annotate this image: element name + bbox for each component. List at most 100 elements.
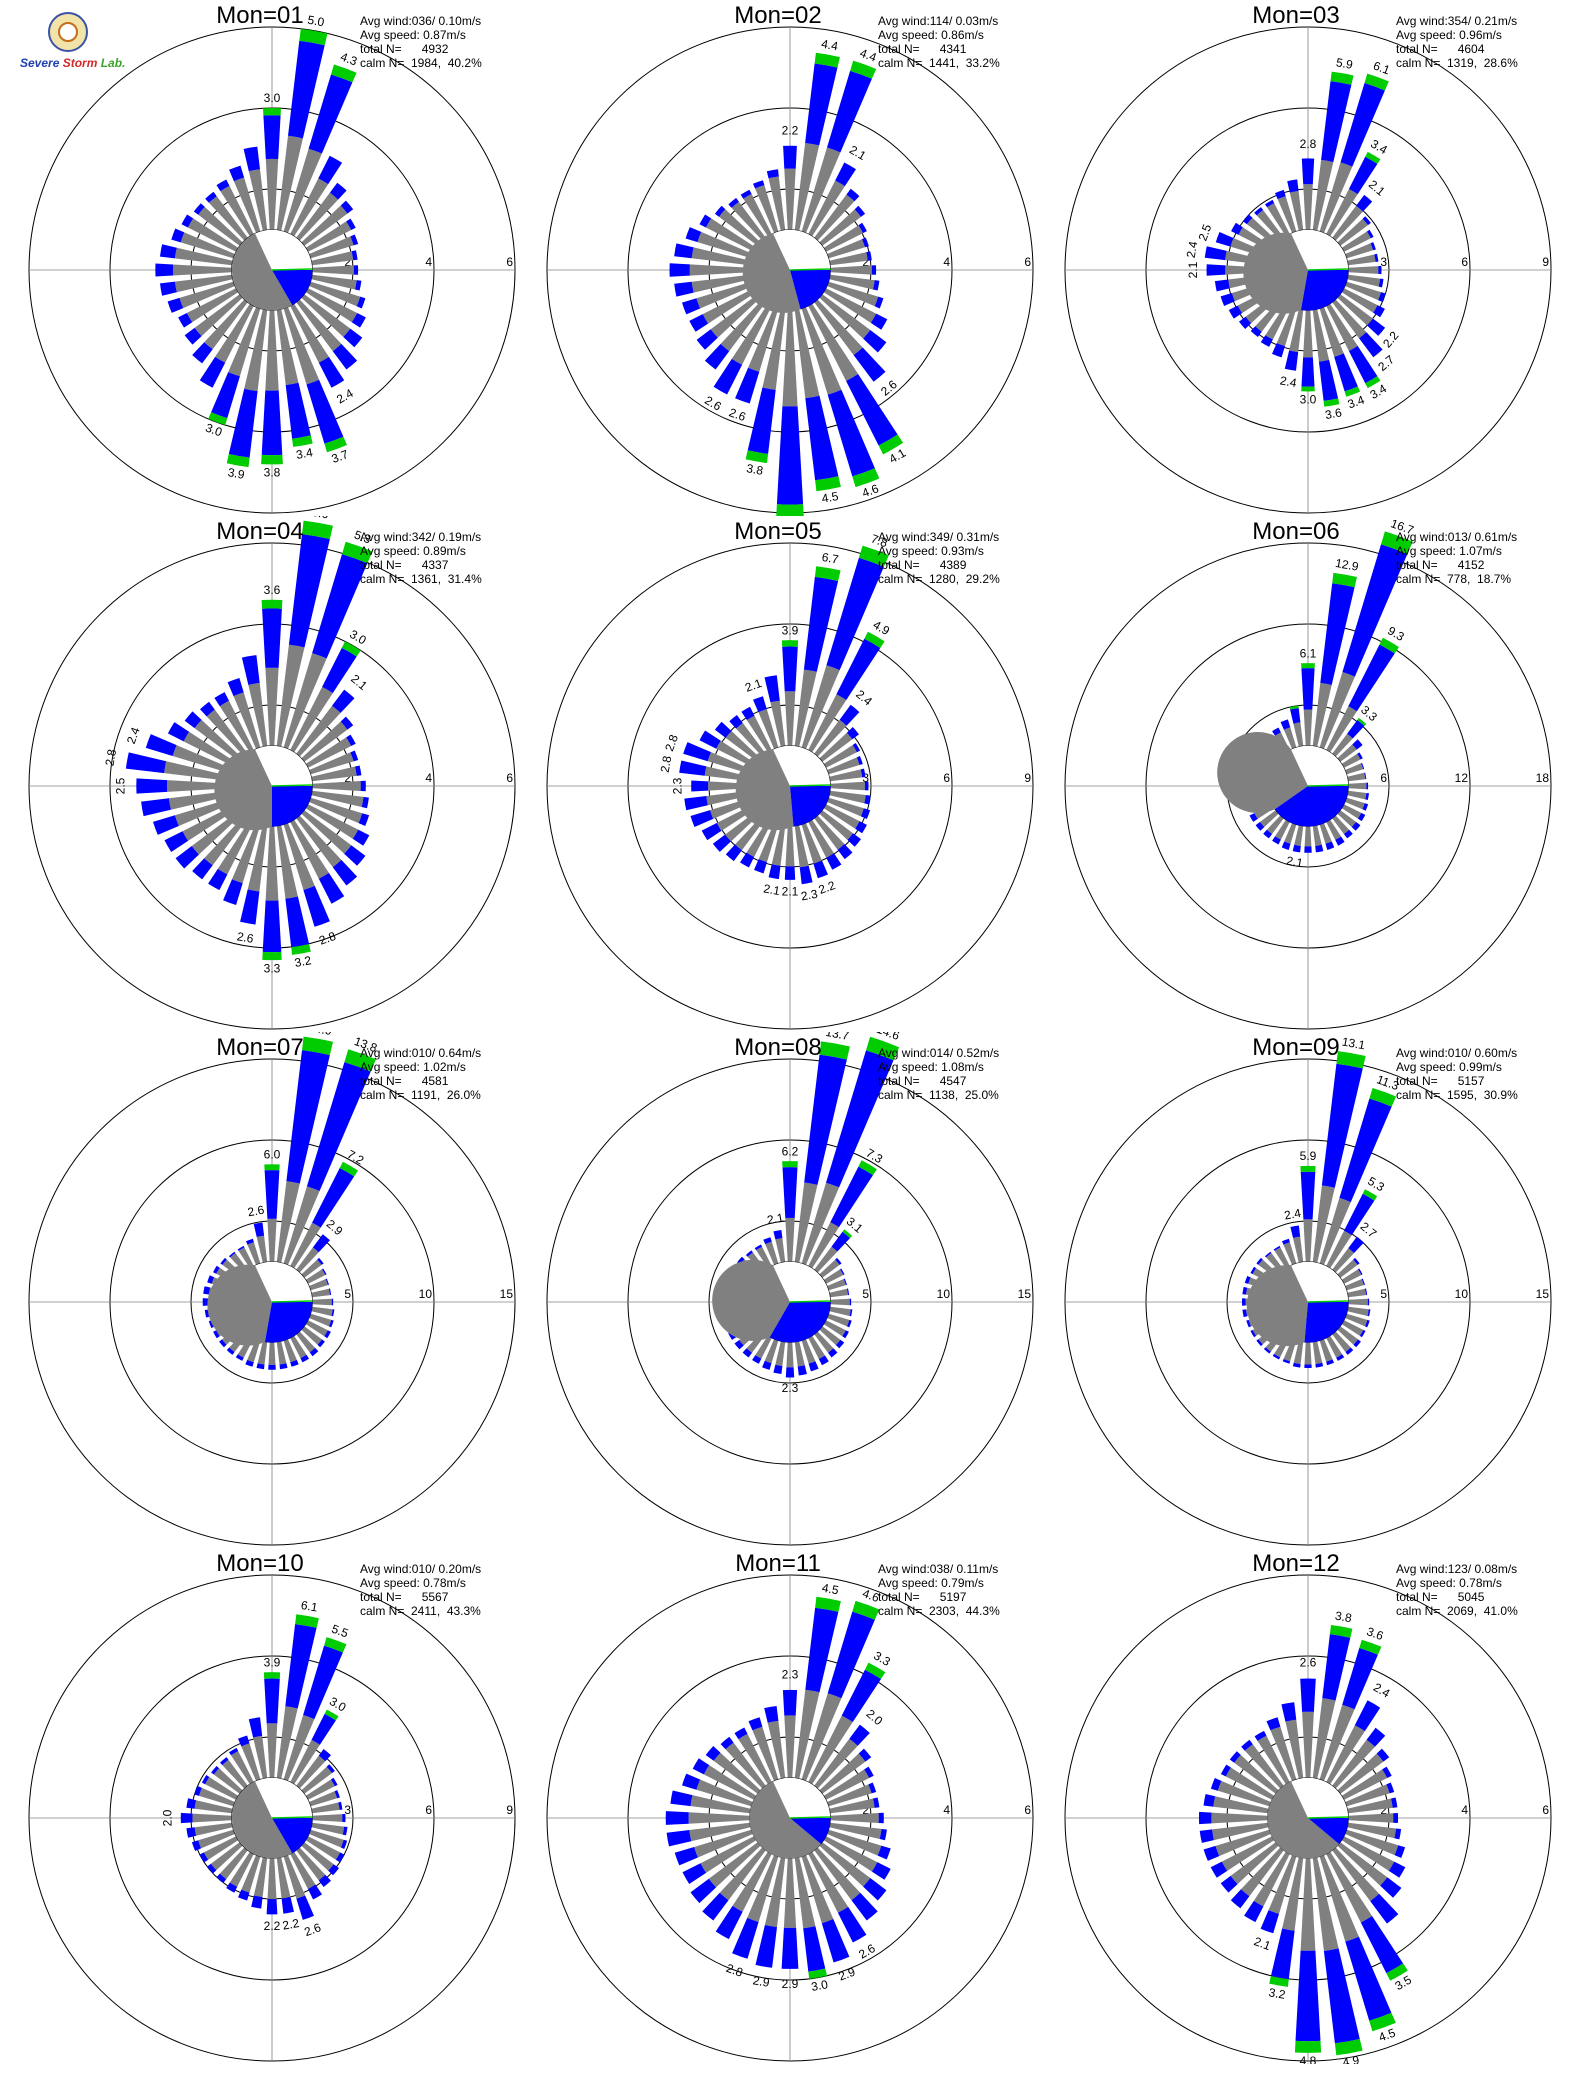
wind-bar-mid [288,534,330,648]
wind-bar-mid [1210,1778,1222,1791]
wind-bar-mid [1360,1916,1404,1974]
wind-bar-mid [256,1363,265,1370]
wind-bar-mid [1239,316,1252,329]
wind-bar-mid [1365,1319,1370,1328]
wind-bar-mid [1199,1829,1214,1843]
wind-bar-low [747,1855,779,1922]
wind-bar-mid [251,1895,263,1909]
wind-bar-mid [194,1786,202,1796]
wind-bar-high [815,1596,841,1612]
bar-value-label: 4.3 [339,50,360,69]
wind-bar-mid [1356,194,1373,212]
wind-bar-low [205,1777,239,1800]
wind-bar-mid [1348,345,1378,384]
wind-bar-low [823,225,863,252]
wind-bar-mid [199,356,226,388]
wind-bar-low [253,1857,268,1897]
wind-bar-mid [1366,782,1369,790]
panel-title: Mon=01 [216,2,304,29]
wind-bar-mid [340,716,354,730]
bar-value-label: 2.6 [1300,1655,1317,1669]
wind-bar-low [707,752,753,775]
wind-bar-low [1319,1704,1355,1781]
wind-bar-mid [860,808,871,819]
wind-bar-mid [878,1812,884,1824]
wind-bar-high [1334,2039,1363,2056]
wind-bar-mid [340,1839,348,1849]
core-marker [271,268,313,271]
wind-bar-high [1330,71,1354,85]
core-marker [789,1300,831,1303]
wind-bar-mid [201,1775,210,1785]
wind-bar-mid [1326,1359,1334,1366]
wind-bar-low [253,1735,268,1779]
wind-bar-mid [318,872,345,904]
wind-bar-low [1289,309,1304,353]
wind-bar-mid [286,1050,330,1184]
wind-bar-mid [1394,1845,1406,1858]
wind-bar-mid [1321,1063,1363,1188]
wind-bar-low [782,310,798,407]
core-sector [769,1302,831,1343]
wind-bar-low [775,1341,786,1366]
wind-bar-low [172,745,235,775]
wind-bar-mid [871,1862,891,1880]
stats-block: Avg wind:038/ 0.11m/s Avg speed: 0.79m/s t… [878,1562,1000,1618]
wind-bar-mid [826,1050,894,1188]
wind-bar-high [850,60,877,79]
stat-avg_wind: Avg wind:038/ 0.11m/s [878,1562,999,1576]
wind-bar-low [1312,159,1334,231]
wind-bar-mid [1250,326,1262,337]
bar-value-label: 4.6 [861,1586,882,1605]
wind-bar-mid [846,727,859,740]
stat-avg_speed: Avg speed: 1.07m/s [1396,544,1502,558]
wind-bar-low [232,823,261,884]
wind-bar-low [705,218,757,252]
wind-bar-mid [714,721,732,738]
wind-bar-mid [689,314,709,332]
wind-bar-mid [1357,752,1363,760]
bar-value-label: 2.9 [837,1965,858,1984]
wind-bar-mid [1214,279,1230,292]
wind-bar-low [1326,819,1342,840]
wind-bar-low [231,1751,254,1785]
stats-block: Avg wind:342/ 0.19m/s Avg speed: 0.89m/s t… [360,530,482,586]
wind-bar-mid [1290,708,1301,724]
wind-bar-mid [1266,1717,1281,1731]
wind-bar-mid [288,40,325,139]
wind-bar-mid [827,70,872,153]
wind-bar-mid [735,367,760,404]
wind-bar-low [808,303,859,381]
wind-bar-low [713,1752,761,1794]
ring-label: 4 [943,255,950,269]
wind-bar-mid [1362,803,1369,811]
wind-bar-low [1332,1331,1351,1352]
lab-logo: Severe Storm Lab. [18,12,128,82]
core-marker [1307,1816,1349,1819]
wind-bar-low [301,721,348,762]
wind-bar-low [203,1836,239,1860]
wind-bar-low [172,264,232,276]
wind-bar-mid [141,798,171,817]
wind-bar-low [1303,310,1313,358]
wind-bar-mid [782,1167,798,1218]
wind-bar-mid [835,162,856,187]
bar-value-label: 5.3 [352,528,373,547]
wind-bar-mid [840,1268,845,1275]
wind-bar-mid [1244,1276,1251,1284]
wind-bar-low [689,1822,751,1842]
wind-bar-low [1326,706,1357,753]
wind-bar-low [301,205,348,246]
wind-bar-low [233,177,261,233]
wind-bar-mid [227,678,244,697]
wind-bar-mid [747,387,776,454]
wind-bar-low [290,819,329,879]
wind-bar-mid [214,692,229,707]
wind-bar-mid [344,845,366,866]
wind-bar-mid [350,750,359,762]
bar-value-label: 3.9 [227,465,246,482]
wind-bar-low [827,1829,882,1856]
wind-bar-low [1300,1858,1316,1951]
wind-bar-low [1319,823,1332,844]
